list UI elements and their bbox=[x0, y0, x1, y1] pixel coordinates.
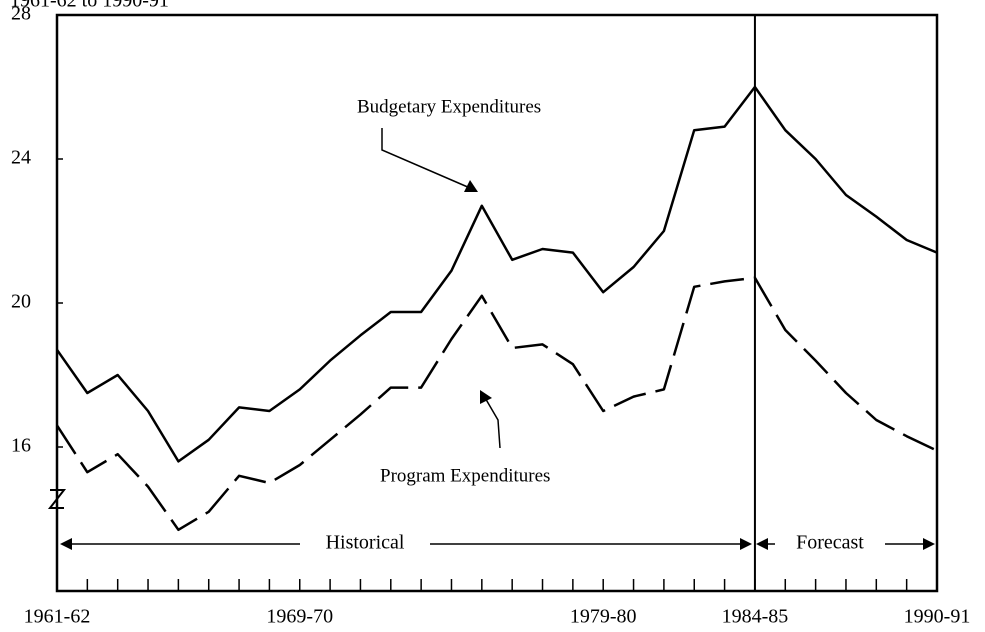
arrow-head bbox=[480, 390, 492, 404]
period-label: Historical bbox=[326, 532, 405, 554]
annotation-arrow bbox=[483, 395, 501, 449]
y-tick-label: 24 bbox=[11, 147, 31, 169]
series-line bbox=[55, 276, 938, 532]
y-tick-label: 28 bbox=[11, 3, 31, 25]
arrow-head bbox=[464, 180, 478, 192]
annotation-arrow bbox=[381, 128, 471, 189]
chart-title: 1961-62 to 1990-91 bbox=[10, 0, 169, 12]
period-label: Forecast bbox=[796, 532, 864, 554]
period-arrows bbox=[60, 538, 935, 550]
x-tick-label: 1969-70 bbox=[266, 606, 333, 628]
y-tick-label: 20 bbox=[11, 291, 31, 313]
x-tick-label: 1984-85 bbox=[722, 606, 789, 628]
x-tick-label: 1990-91 bbox=[904, 606, 971, 628]
annotation: Budgetary Expenditures bbox=[357, 96, 541, 117]
x-tick-label: 1979-80 bbox=[570, 606, 637, 628]
axis-break bbox=[47, 489, 67, 509]
annotation: Program Expenditures bbox=[380, 465, 550, 486]
x-tick-label: 1961-62 bbox=[24, 606, 91, 628]
series-line bbox=[55, 85, 938, 463]
y-tick-label: 16 bbox=[11, 435, 31, 457]
